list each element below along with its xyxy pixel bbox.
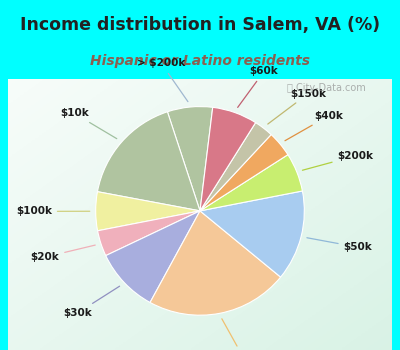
Text: $30k: $30k [64,286,120,318]
Wedge shape [106,211,200,302]
Wedge shape [200,122,271,211]
Text: $40k: $40k [285,111,343,141]
Text: $150k: $150k [268,89,326,124]
Text: $10k: $10k [60,108,117,139]
Text: $75k: $75k [222,319,257,350]
Wedge shape [200,135,288,211]
Wedge shape [98,211,200,256]
Text: $100k: $100k [16,206,90,216]
Text: $50k: $50k [307,238,372,252]
Wedge shape [200,191,304,277]
Text: $20k: $20k [30,245,95,262]
Text: $200k: $200k [302,151,374,170]
Wedge shape [96,192,200,231]
Text: Income distribution in Salem, VA (%): Income distribution in Salem, VA (%) [20,16,380,34]
Text: $60k: $60k [238,66,278,107]
Wedge shape [200,155,302,211]
Wedge shape [150,211,281,315]
Wedge shape [98,112,200,211]
Text: ⓘ City-Data.com: ⓘ City-Data.com [286,83,365,93]
Text: > $200k: > $200k [137,58,188,102]
Text: Hispanic or Latino residents: Hispanic or Latino residents [90,55,310,69]
Wedge shape [168,106,213,211]
Wedge shape [200,107,256,211]
